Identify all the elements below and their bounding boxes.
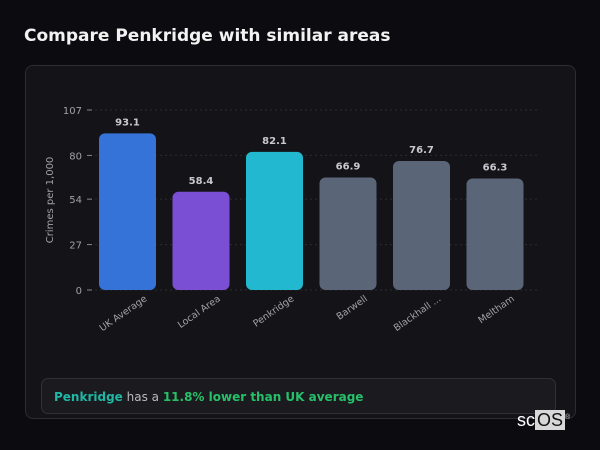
data-label: 66.9	[336, 161, 361, 172]
data-label: 82.1	[262, 136, 287, 147]
y-tick-label: 0	[76, 286, 82, 297]
bar[interactable]	[99, 133, 156, 290]
y-axis-label: Crimes per 1,000	[45, 157, 56, 244]
x-tick-label: Penkridge	[251, 293, 296, 329]
y-tick-label: 54	[69, 195, 82, 206]
bar[interactable]	[172, 191, 230, 290]
y-tick-label: 80	[69, 151, 82, 162]
data-label: 66.3	[483, 162, 508, 173]
y-tick-label: 27	[69, 241, 82, 252]
summary-box: Penkridge has a 11.8% lower than UK aver…	[41, 378, 556, 414]
bar[interactable]	[466, 178, 524, 290]
page-title: Compare Penkridge with similar areas	[24, 26, 391, 46]
x-tick-label: Local Area	[176, 293, 223, 330]
summary-text: has a	[122, 390, 163, 404]
data-label: 76.7	[409, 145, 434, 156]
bar[interactable]	[393, 160, 450, 290]
y-tick-label: 107	[63, 106, 82, 117]
bar[interactable]	[319, 177, 377, 290]
summary-result: 11.8% lower than UK average	[162, 390, 364, 404]
scos-logo: sc OS ®	[517, 410, 571, 430]
x-tick-label: Blackhall ...	[392, 293, 443, 334]
x-tick-label: UK Average	[98, 293, 150, 334]
data-label: 93.1	[115, 117, 140, 128]
summary-place: Penkridge	[54, 390, 123, 404]
x-tick-label: Barwell	[335, 293, 370, 322]
data-label: 58.4	[189, 176, 214, 187]
bar[interactable]	[246, 151, 303, 290]
x-tick-label: Meltham	[476, 293, 516, 326]
